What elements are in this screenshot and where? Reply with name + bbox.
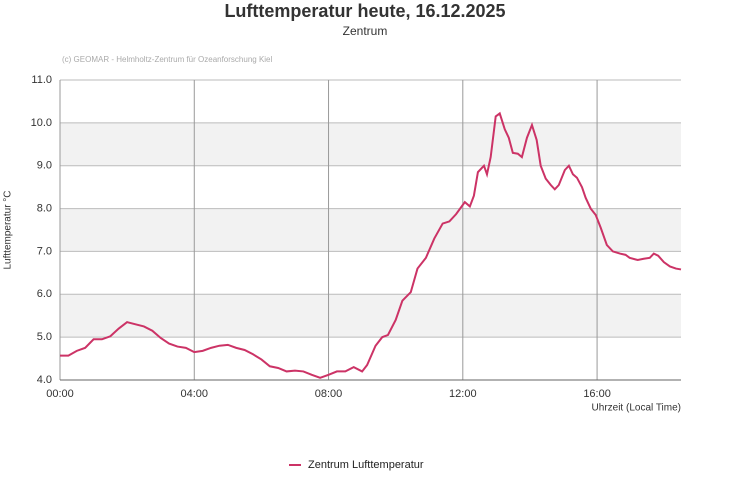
chart-subtitle: Zentrum — [343, 24, 388, 38]
plot-band — [60, 294, 681, 338]
y-tick-label: 10.0 — [31, 117, 52, 129]
y-tick-label: 9.0 — [37, 160, 52, 172]
y-tick-label: 7.0 — [37, 245, 52, 257]
legend-label: Zentrum Lufttemperatur — [308, 459, 424, 471]
y-tick-label: 11.0 — [31, 74, 52, 86]
credit: (c) GEOMAR - Helmholtz-Zentrum für Ozean… — [62, 55, 273, 64]
plot-band — [60, 122, 681, 166]
y-axis-label: Lufttemperatur °C — [3, 190, 14, 269]
x-axis-label: Uhrzeit (Local Time) — [592, 403, 681, 414]
y-tick-label: 4.0 — [37, 374, 52, 386]
x-tick-label: 16:00 — [583, 388, 611, 400]
x-tick-label: 08:00 — [315, 388, 343, 400]
y-tick-label: 6.0 — [37, 288, 52, 300]
x-tick-label: 00:00 — [46, 388, 74, 400]
y-tick-label: 8.0 — [37, 202, 52, 214]
x-tick-label: 12:00 — [449, 388, 477, 400]
y-tick-label: 5.0 — [37, 331, 52, 343]
plot-band — [60, 208, 681, 252]
chart-title: Lufttemperatur heute, 16.12.2025 — [224, 1, 505, 21]
data-line — [60, 111, 682, 379]
x-tick-label: 04:00 — [181, 388, 209, 400]
